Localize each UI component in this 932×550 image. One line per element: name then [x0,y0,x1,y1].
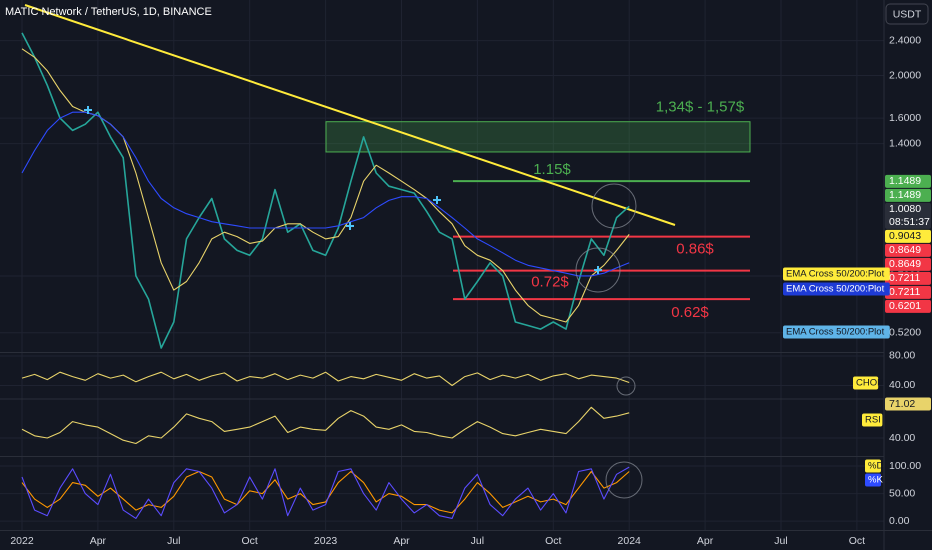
tag-layer: 2.40002.00001.60001.40000.70000.52002022… [10,34,931,547]
price-tag [885,299,931,313]
price-tag [885,243,931,257]
y-tick-label: 50.00 [889,487,915,499]
legend-tag-label: CHOP [856,378,883,389]
level-label: 0.72$ [531,274,569,291]
price-tag [885,285,931,299]
currency-button[interactable] [885,3,929,25]
cross-marker [433,196,441,204]
y-tick-label: 2.4000 [889,34,921,46]
price-tag-label: 1.0080 [889,203,921,215]
price-tag-label: 0.8649 [889,258,921,270]
legend-tag [862,413,883,427]
price-tag-label: 71.02 [889,398,915,410]
cross-marker [346,222,354,230]
price-tag-label: 0.7211 [889,286,920,298]
line-layer [21,32,630,519]
series-line [21,371,630,387]
x-tick-label: Jul [167,535,180,547]
legend-tag [853,376,879,390]
price-tag-label: 1.1489 [889,175,921,187]
highlight-circle [616,376,636,396]
legend-tag-label: EMA Cross 50/200:Plot [786,269,885,280]
cross-markers [84,106,602,274]
legend-tag-label: EMA Cross 50/200:Plot [786,284,885,295]
x-tick-label: Apr [393,535,410,547]
y-tick-label: 1.6000 [889,112,921,124]
grid-layer [0,0,884,530]
y-tick-label: 0.00 [889,515,910,527]
y-tick-label: 2.0000 [889,69,921,81]
legend-tag-label: RSI [865,415,881,426]
x-tick-label: 2024 [618,535,642,547]
x-tick-label: Oct [242,535,258,547]
highlight-circle [591,183,637,229]
chart-title: MATIC Network / TetherUS, 1D, BINANCE [5,6,212,18]
x-tick-label: 2023 [314,535,338,547]
x-tick-label: Apr [697,535,714,547]
y-tick-label: 40.00 [889,379,915,391]
legend-tag-label: %K [868,475,883,486]
legend-tag [783,267,890,281]
x-tick-label: Apr [90,535,107,547]
cross-marker [594,266,602,274]
legend-tag [783,282,890,296]
price-tag [885,229,931,243]
target-zone [325,121,751,153]
highlight-circles [575,183,643,499]
highlight-circle [575,247,621,293]
price-tag [885,174,931,188]
level-label: 0.86$ [676,241,714,258]
price-tag [885,188,931,202]
x-tick-label: 2022 [10,535,34,547]
price-tag-label: 0.6201 [889,300,921,312]
cross-marker [84,106,92,114]
legend-tag-label: %D [868,461,883,472]
x-tick-label: Jul [471,535,484,547]
y-tick-label: 80.00 [889,350,915,362]
legend-tag [865,473,881,487]
price-tag [885,397,931,411]
price-tag-label: 0.9043 [889,230,921,242]
y-tick-label: 1.4000 [889,137,921,149]
series-line [21,466,630,519]
price-tag-label: 1.1489 [889,189,921,201]
y-tick-label: 40.00 [889,432,915,444]
countdown-label: 08:51:37 [889,216,930,228]
trend-line [24,4,676,226]
x-tick-label: Oct [849,535,865,547]
highlight-circle [605,461,643,499]
price-tag [885,257,931,271]
legend-tag-label: EMA Cross 50/200:Plot [786,327,885,338]
x-tick-label: Oct [545,535,561,547]
series-line [21,470,630,514]
legend-tag [783,325,890,339]
zone-label: 1,34$ - 1,57$ [656,99,745,116]
price-tag-label: 0.7211 [889,272,920,284]
y-tick-label: 100.00 [889,460,921,472]
level-label: 1.15$ [533,161,571,178]
series-line [21,406,630,445]
legend-tag [865,459,881,473]
series-line [21,32,630,349]
series-line [21,111,630,277]
currency-label[interactable]: USDT [893,8,922,20]
x-tick-label: Jul [774,535,787,547]
price-tag [885,202,931,229]
price-tag-label: 0.8649 [889,244,921,256]
level-label: 0.62$ [671,304,709,321]
price-tag [885,271,931,285]
y-tick-label: 0.5200 [889,326,921,338]
